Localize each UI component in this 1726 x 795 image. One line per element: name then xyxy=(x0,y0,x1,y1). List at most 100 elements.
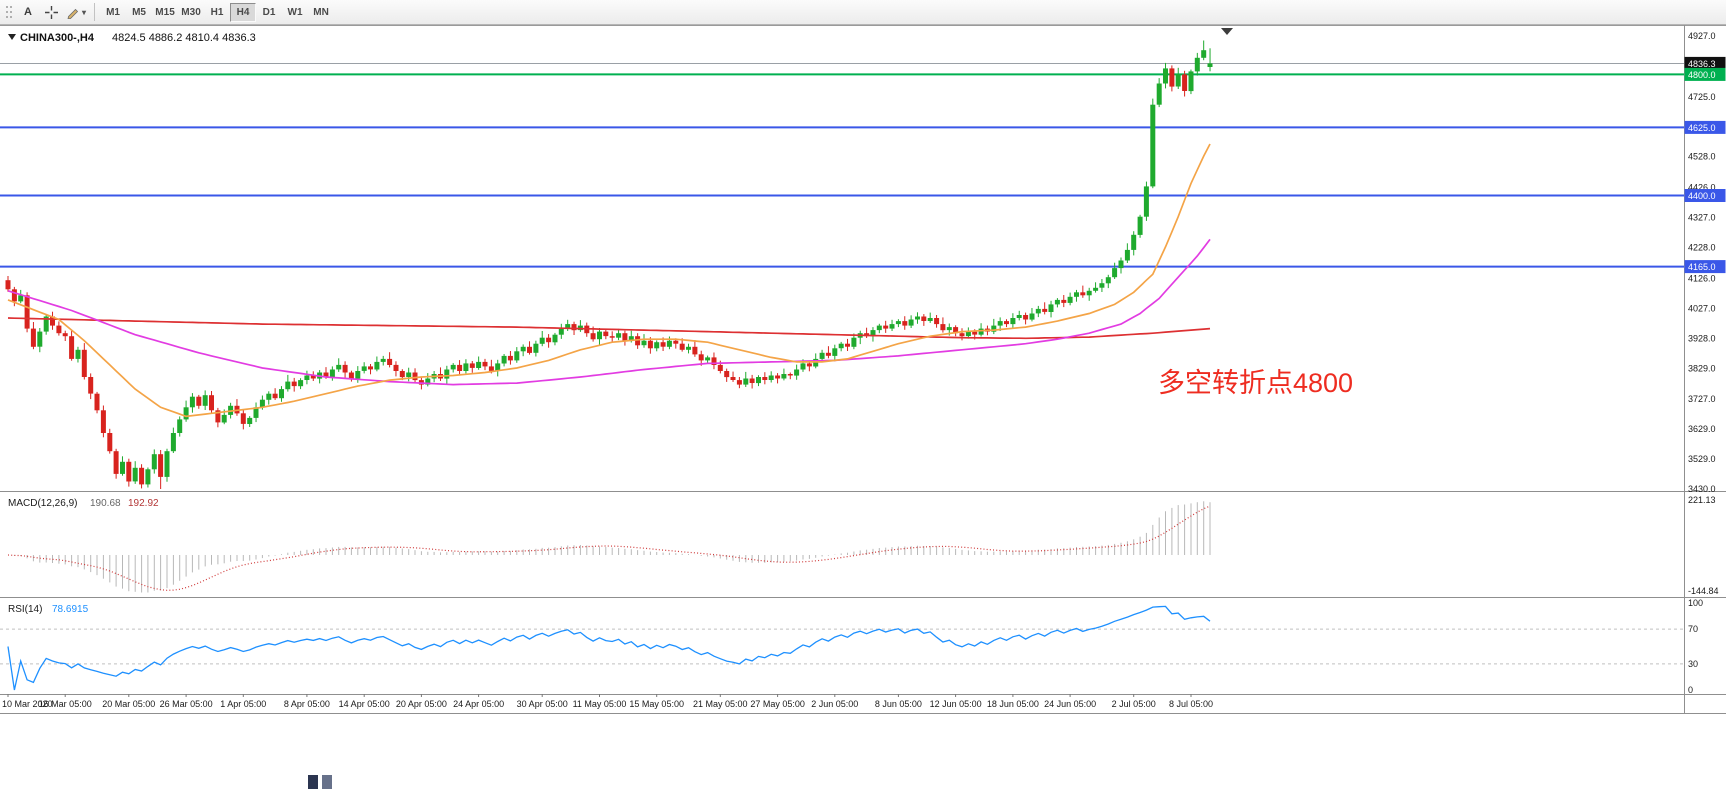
svg-text:8 Jul 05:00: 8 Jul 05:00 xyxy=(1169,699,1213,709)
ma-fast-orange xyxy=(7,143,1211,418)
svg-text:3727.0: 3727.0 xyxy=(1688,394,1716,404)
svg-text:3928.0: 3928.0 xyxy=(1688,333,1716,343)
svg-text:14 Apr 05:00: 14 Apr 05:00 xyxy=(339,699,390,709)
taskbar-item-icon[interactable] xyxy=(322,775,332,789)
svg-text:-144.84: -144.84 xyxy=(1688,586,1719,596)
svg-text:4426.0: 4426.0 xyxy=(1688,183,1716,193)
timeframe-m15-button[interactable]: M15 xyxy=(152,3,178,22)
svg-text:30 Apr 05:00: 30 Apr 05:00 xyxy=(517,699,568,709)
rsi-label: RSI(14) xyxy=(8,604,42,615)
chart-background xyxy=(0,25,1726,795)
svg-text:12 Jun 05:00: 12 Jun 05:00 xyxy=(930,699,982,709)
svg-text:78.6915: 78.6915 xyxy=(52,604,89,615)
moving-averages xyxy=(7,143,1211,418)
price-badge-4625.0[interactable] xyxy=(1684,120,1726,134)
price-badge-4165.0[interactable] xyxy=(1684,260,1726,274)
chart-area[interactable]: 4927.04826.04725.04625.04528.04426.04327… xyxy=(0,25,1726,795)
timeframe-m1-button[interactable]: M1 xyxy=(100,3,126,22)
timeframe-h1-button[interactable]: H1 xyxy=(204,3,230,22)
svg-text:10 Mar 2020: 10 Mar 2020 xyxy=(2,699,53,709)
crosshair-icon xyxy=(44,5,58,19)
symbol-dropdown-icon[interactable] xyxy=(8,34,16,40)
svg-text:20 Apr 05:00: 20 Apr 05:00 xyxy=(396,699,447,709)
svg-text:18 Jun 05:00: 18 Jun 05:00 xyxy=(987,699,1039,709)
svg-text:26 Mar 05:00: 26 Mar 05:00 xyxy=(160,699,213,709)
svg-text:8 Apr 05:00: 8 Apr 05:00 xyxy=(284,699,330,709)
svg-text:1 Apr 05:00: 1 Apr 05:00 xyxy=(220,699,266,709)
bottom-bar xyxy=(308,775,332,789)
svg-text:24 Apr 05:00: 24 Apr 05:00 xyxy=(453,699,504,709)
svg-text:11 May 05:00: 11 May 05:00 xyxy=(573,699,627,709)
svg-text:27 May 05:00: 27 May 05:00 xyxy=(750,699,805,709)
svg-text:0: 0 xyxy=(1688,685,1693,695)
rsi-panel: RSI(14) 78.6915 100 70 30 0 xyxy=(0,598,1703,695)
svg-text:70: 70 xyxy=(1688,624,1698,634)
timeframe-m30-button[interactable]: M30 xyxy=(178,3,204,22)
svg-text:4800.0: 4800.0 xyxy=(1688,70,1716,80)
taskbar-item-icon[interactable] xyxy=(308,775,318,789)
candles xyxy=(5,40,1213,489)
ma-medium-magenta xyxy=(7,238,1211,386)
svg-text:8 Jun 05:00: 8 Jun 05:00 xyxy=(875,699,922,709)
svg-text:CHINA300-,H4: CHINA300-,H4 xyxy=(20,32,95,44)
svg-text:4528.0: 4528.0 xyxy=(1688,152,1716,162)
svg-text:3529.0: 3529.0 xyxy=(1688,454,1716,464)
svg-text:192.92: 192.92 xyxy=(128,498,159,509)
svg-text:20 Mar 05:00: 20 Mar 05:00 xyxy=(102,699,155,709)
ma-slow-red xyxy=(7,317,1211,340)
svg-text:4625.0: 4625.0 xyxy=(1688,123,1716,133)
svg-text:15 May 05:00: 15 May 05:00 xyxy=(629,699,684,709)
toolbar: A ▾ M1 M5 M15 M30 H1 H4 D1 W1 MN xyxy=(0,0,1726,25)
svg-text:3430.0: 3430.0 xyxy=(1688,484,1716,494)
svg-text:3629.0: 3629.0 xyxy=(1688,424,1716,434)
svg-text:3829.0: 3829.0 xyxy=(1688,363,1716,373)
svg-text:4165.0: 4165.0 xyxy=(1688,262,1716,272)
draw-tool-button[interactable]: ▾ xyxy=(63,2,89,22)
svg-text:221.13: 221.13 xyxy=(1688,495,1716,505)
svg-text:30: 30 xyxy=(1688,659,1698,669)
svg-text:21 May 05:00: 21 May 05:00 xyxy=(693,699,748,709)
price-badge-4400.0[interactable] xyxy=(1684,189,1726,202)
chart-title: CHINA300-,H4 4824.5 4886.2 4810.4 4836.3 xyxy=(8,32,256,44)
svg-text:16 Mar 05:00: 16 Mar 05:00 xyxy=(39,699,92,709)
macd-label: MACD(12,26,9) xyxy=(8,498,77,509)
toolbar-separator xyxy=(94,3,96,21)
chart-shift-marker-icon[interactable] xyxy=(1221,28,1233,35)
svg-text:4400.0: 4400.0 xyxy=(1688,191,1716,201)
price-badge-4800.0[interactable] xyxy=(1684,67,1726,81)
toolbar-grip-icon[interactable] xyxy=(2,2,16,22)
svg-text:2 Jul 05:00: 2 Jul 05:00 xyxy=(1112,699,1156,709)
text-label-tool-button[interactable]: A xyxy=(17,2,39,22)
timeframe-d1-button[interactable]: D1 xyxy=(256,3,282,22)
macd-panel: MACD(12,26,9) 190.68 192.92 221.13 -144.84 xyxy=(7,495,1719,596)
timeframe-h4-button[interactable]: H4 xyxy=(230,2,257,22)
svg-text:4824.5 4886.2 4810.4 4836.3: 4824.5 4886.2 4810.4 4836.3 xyxy=(112,32,256,44)
timeframe-w1-button[interactable]: W1 xyxy=(282,3,308,22)
horizontal-lines[interactable] xyxy=(0,62,1684,268)
svg-text:4836.3: 4836.3 xyxy=(1688,59,1716,69)
chevron-down-icon: ▾ xyxy=(82,7,87,17)
svg-text:4126.0: 4126.0 xyxy=(1688,273,1716,283)
svg-text:24 Jun 05:00: 24 Jun 05:00 xyxy=(1044,699,1096,709)
crosshair-tool-button[interactable] xyxy=(40,2,62,22)
svg-text:4228.0: 4228.0 xyxy=(1688,243,1716,253)
svg-text:4027.0: 4027.0 xyxy=(1688,303,1716,313)
rsi-line xyxy=(7,605,1211,691)
annotation-text[interactable]: 多空转折点4800 xyxy=(1158,368,1353,398)
svg-text:100: 100 xyxy=(1688,598,1703,608)
svg-text:4327.0: 4327.0 xyxy=(1688,213,1716,223)
price-badge-4836.3[interactable] xyxy=(1684,56,1726,70)
timeframe-group: M1 M5 M15 M30 H1 H4 D1 W1 MN xyxy=(100,2,334,22)
timeframe-m5-button[interactable]: M5 xyxy=(126,3,152,22)
timeframe-mn-button[interactable]: MN xyxy=(308,3,334,22)
panel-frame xyxy=(0,25,1726,714)
svg-text:4927.0: 4927.0 xyxy=(1688,31,1716,41)
pencil-icon xyxy=(67,8,79,19)
svg-text:2 Jun 05:00: 2 Jun 05:00 xyxy=(811,699,858,709)
svg-text:4725.0: 4725.0 xyxy=(1688,92,1716,102)
grip-dots-icon xyxy=(6,6,12,18)
svg-text:190.68: 190.68 xyxy=(90,498,121,509)
